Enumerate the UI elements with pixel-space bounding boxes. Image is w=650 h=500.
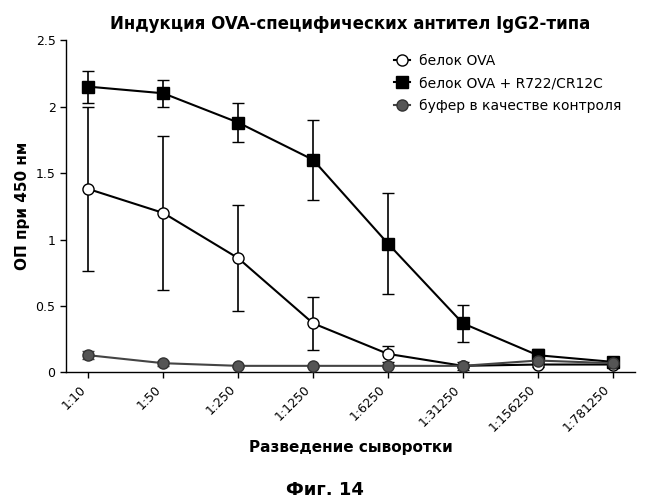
Y-axis label: ОП при 450 нм: ОП при 450 нм xyxy=(15,142,30,270)
Title: Индукция OVA-специфических антител IgG2-типа: Индукция OVA-специфических антител IgG2-… xyxy=(111,15,591,33)
Text: Фиг. 14: Фиг. 14 xyxy=(286,481,364,499)
Legend: белок OVA, белок OVA + R722/CR12C, буфер в качестве контроля: белок OVA, белок OVA + R722/CR12C, буфер… xyxy=(387,47,628,120)
X-axis label: Разведение сыворотки: Разведение сыворотки xyxy=(248,440,452,455)
